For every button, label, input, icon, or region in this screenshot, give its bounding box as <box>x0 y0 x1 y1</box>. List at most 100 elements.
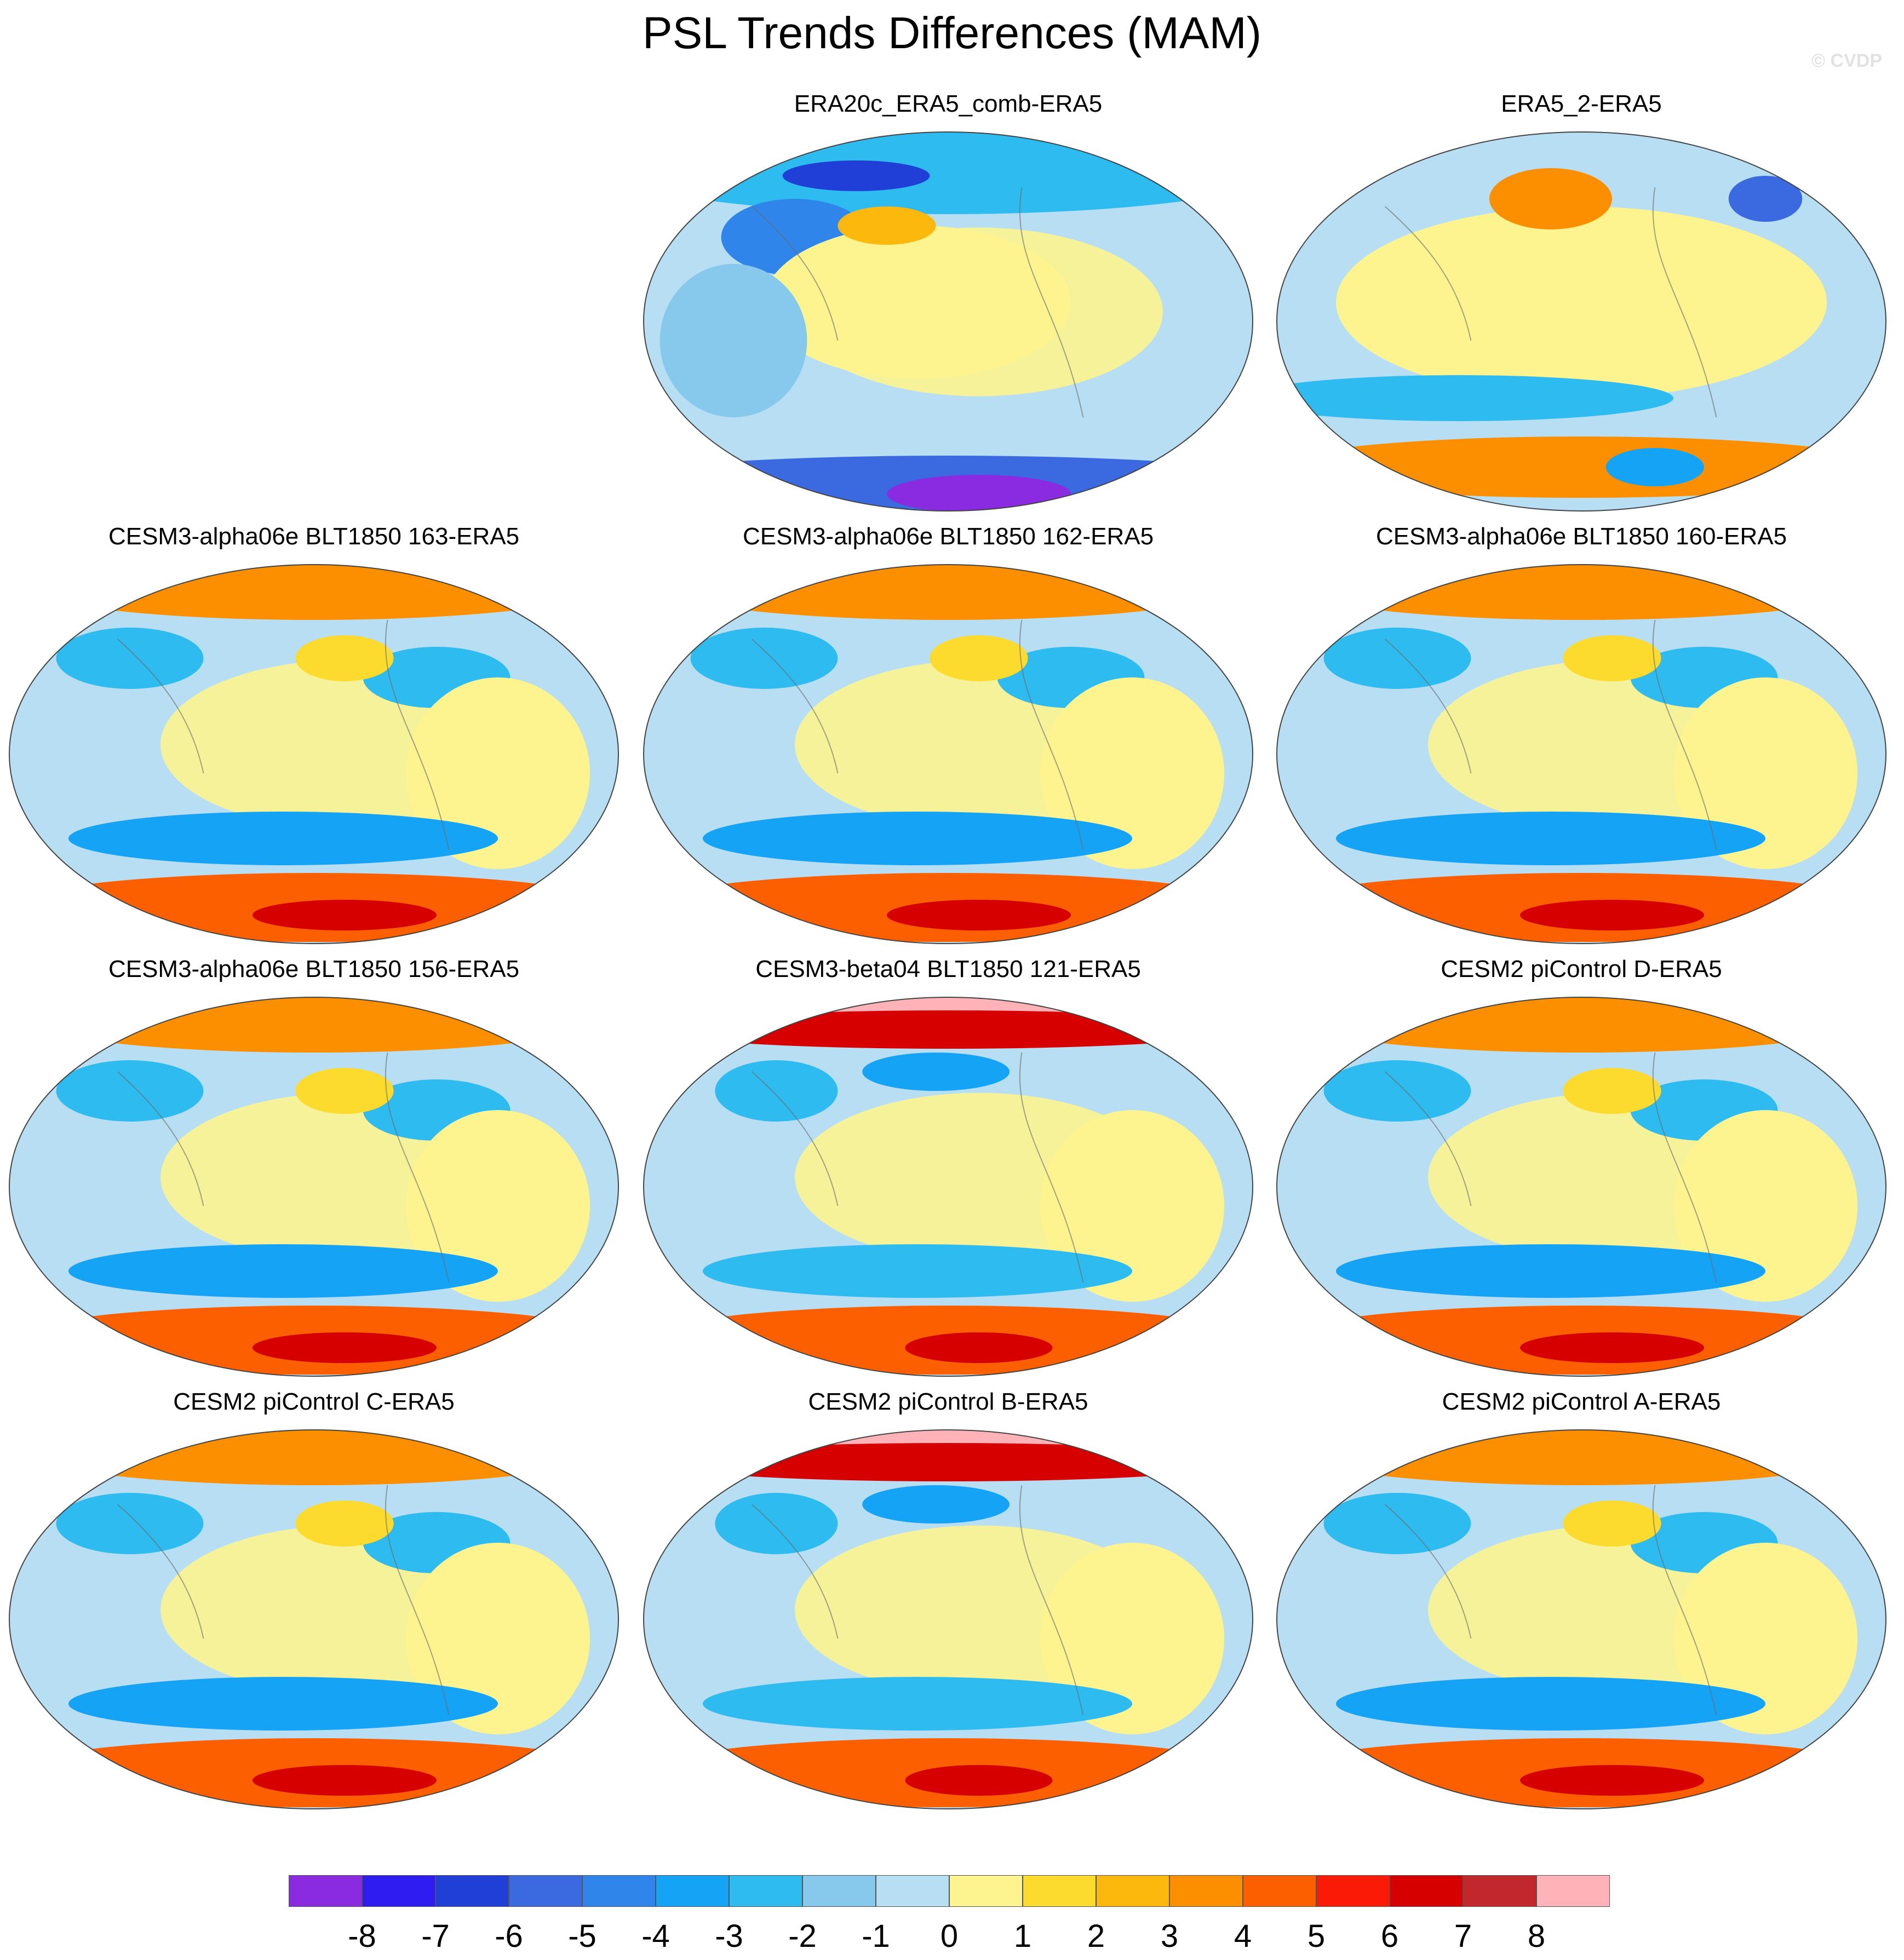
field-anomaly <box>1277 436 1886 498</box>
field-anomaly <box>887 900 1071 930</box>
field-anomaly <box>930 635 1028 681</box>
colorbar-swatch <box>289 1875 362 1907</box>
coastline <box>1384 1485 1717 1716</box>
map-panel: CESM3-alpha06e BLT1850 160-ERA5 <box>1272 523 1891 956</box>
field-anomaly <box>56 1493 204 1554</box>
field-anomaly <box>1336 1244 1765 1298</box>
field-anomaly <box>653 1443 1243 1481</box>
colorbar-tick-label: 3 <box>1160 1918 1179 1954</box>
colorbar-swatch <box>1169 1875 1243 1907</box>
colorbar-swatch <box>509 1875 582 1907</box>
colorbar-tick-label: -5 <box>568 1918 597 1954</box>
coastline <box>751 187 1084 418</box>
colorbar-swatch <box>729 1875 802 1907</box>
panel-title: CESM2 piControl C-ERA5 <box>173 1388 455 1415</box>
map-field <box>9 997 619 1377</box>
map-field <box>643 1429 1253 1809</box>
field-anomaly <box>1563 1501 1661 1547</box>
watermark: © CVDP <box>1811 50 1882 71</box>
field-anomaly <box>1728 176 1803 222</box>
field-anomaly <box>703 1244 1132 1298</box>
colorbar-tick-label: 7 <box>1454 1918 1472 1954</box>
colorbar-swatch <box>1096 1875 1169 1907</box>
colorbar-tick-label: 5 <box>1307 1918 1326 1954</box>
field-anomaly <box>703 1677 1132 1731</box>
panel-title: CESM3-alpha06e BLT1850 160-ERA5 <box>1375 523 1787 550</box>
map-field <box>643 564 1253 944</box>
field-anomaly <box>68 812 498 865</box>
field-anomaly <box>887 475 1071 511</box>
field-anomaly <box>764 226 1071 379</box>
colorbar-swatch <box>802 1875 876 1907</box>
field-anomaly <box>406 1543 590 1734</box>
colorbar-swatch <box>1316 1875 1390 1907</box>
field-anomaly <box>68 1677 498 1731</box>
field-anomaly <box>782 160 930 191</box>
coastline <box>117 1052 450 1283</box>
field-anomaly <box>905 1765 1053 1796</box>
figure-title: PSL Trends Differences (MAM) <box>642 8 1262 58</box>
field-anomaly <box>690 628 838 689</box>
field-anomaly <box>295 1501 394 1547</box>
field-anomaly <box>1563 635 1661 681</box>
colorbar-tick-label: -1 <box>862 1918 890 1954</box>
colorbar-tick-label: -8 <box>348 1918 376 1954</box>
panel-title: ERA20c_ERA5_comb-ERA5 <box>794 90 1103 117</box>
colorbar-tick-label: -4 <box>641 1918 670 1954</box>
panel-title: CESM3-alpha06e BLT1850 162-ERA5 <box>742 523 1154 550</box>
colorbar-tick-label: 8 <box>1527 1918 1546 1954</box>
panel-title: CESM2 piControl D-ERA5 <box>1441 956 1722 982</box>
map-field <box>643 997 1253 1377</box>
field-anomaly <box>1336 206 1827 398</box>
colorbar-tick-label: 6 <box>1380 1918 1399 1954</box>
coastline <box>751 1052 1084 1283</box>
coastline <box>117 619 450 850</box>
colorbar-swatch <box>876 1875 949 1907</box>
field-anomaly <box>1323 628 1471 689</box>
field-anomaly <box>1563 1068 1661 1114</box>
field-anomaly <box>1673 1110 1857 1302</box>
map-panel: ERA20c_ERA5_comb-ERA5 <box>639 90 1258 523</box>
field-anomaly <box>295 635 394 681</box>
panel-title: ERA5_2-ERA5 <box>1501 90 1662 117</box>
field-anomaly <box>295 1068 394 1114</box>
field-anomaly <box>406 677 590 869</box>
colorbar-tick-label: -7 <box>421 1918 450 1954</box>
colorbar-tick-label: 2 <box>1087 1918 1105 1954</box>
map-field <box>1276 131 1886 511</box>
map-panel: CESM3-alpha06e BLT1850 163-ERA5 <box>4 523 623 956</box>
colorbar-tick-label: 4 <box>1234 1918 1252 1954</box>
field-anomaly <box>56 1060 204 1122</box>
map-field <box>1276 997 1886 1377</box>
coastline <box>1384 619 1717 850</box>
field-anomaly <box>703 812 1132 865</box>
colorbar-tick-label: -6 <box>495 1918 523 1954</box>
map-field <box>1276 564 1886 944</box>
map-panel: CESM2 piControl C-ERA5 <box>4 1388 623 1821</box>
panel-title: CESM3-alpha06e BLT1850 163-ERA5 <box>108 523 520 550</box>
field-anomaly <box>1489 168 1612 229</box>
field-anomaly <box>1277 375 1673 421</box>
field-anomaly <box>653 1010 1243 1049</box>
map-panel: CESM2 piControl D-ERA5 <box>1272 956 1891 1388</box>
panel-title: CESM2 piControl A-ERA5 <box>1442 1388 1721 1415</box>
field-anomaly <box>406 1110 590 1302</box>
field-anomaly <box>253 1765 437 1796</box>
colorbar-swatch <box>1390 1875 1463 1907</box>
panel-title: CESM2 piControl B-ERA5 <box>808 1388 1088 1415</box>
colorbar-swatch <box>656 1875 729 1907</box>
field-anomaly <box>253 900 437 930</box>
colorbar-tick-label: 0 <box>940 1918 959 1954</box>
map-field <box>9 564 619 944</box>
field-anomaly <box>715 1060 838 1122</box>
map-panel: CESM3-beta04 BLT1850 121-ERA5 <box>639 956 1258 1388</box>
colorbar-swatch <box>949 1875 1023 1907</box>
map-field <box>9 1429 619 1809</box>
field-anomaly <box>1323 1060 1471 1122</box>
field-anomaly <box>68 1244 498 1298</box>
colorbar-tick-label: -2 <box>788 1918 817 1954</box>
field-anomaly <box>862 1053 1010 1091</box>
field-anomaly <box>659 264 807 417</box>
coastline <box>751 1485 1084 1716</box>
colorbar-tick-label: 1 <box>1013 1918 1032 1954</box>
